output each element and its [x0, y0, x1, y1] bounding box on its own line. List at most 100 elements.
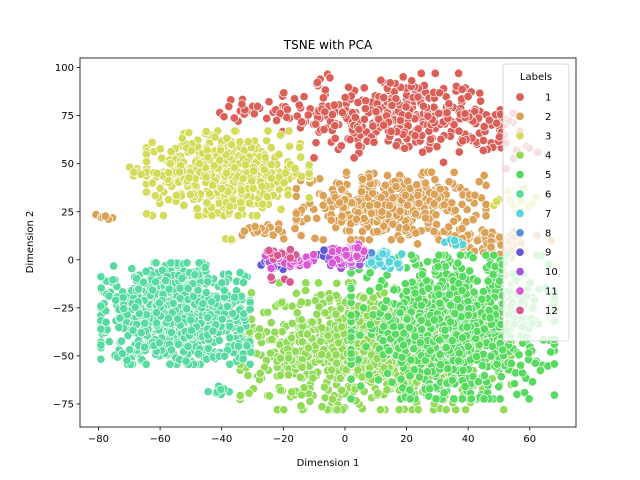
data-point: [291, 208, 301, 218]
data-point: [470, 107, 480, 117]
data-point: [155, 183, 165, 193]
data-point: [312, 213, 322, 223]
data-point: [436, 134, 446, 144]
data-point: [364, 201, 375, 211]
data-point: [444, 177, 454, 187]
data-point: [468, 253, 478, 263]
data-point: [215, 145, 226, 155]
data-point: [356, 381, 366, 391]
data-point: [376, 192, 386, 203]
data-point: [331, 350, 341, 360]
data-point: [266, 143, 276, 153]
data-point: [279, 234, 289, 244]
data-point: [317, 323, 327, 333]
legend-marker: [515, 305, 525, 315]
data-point: [227, 140, 237, 150]
x-tick-label: 0: [342, 434, 348, 445]
legend-label: 11: [545, 287, 558, 298]
data-point: [296, 231, 306, 241]
data-point: [429, 226, 439, 236]
data-point: [125, 345, 135, 355]
data-point: [407, 76, 417, 86]
data-point: [382, 296, 392, 306]
data-point: [309, 204, 319, 214]
data-point: [409, 344, 419, 354]
data-point: [512, 389, 522, 399]
data-point: [302, 214, 312, 224]
data-point: [287, 387, 297, 397]
data-point: [546, 347, 556, 357]
data-point: [318, 191, 328, 201]
data-point: [151, 277, 161, 287]
data-point: [479, 394, 489, 404]
data-point: [186, 146, 196, 156]
data-point: [259, 165, 269, 175]
data-point: [276, 204, 286, 214]
data-point: [470, 190, 480, 200]
data-point: [297, 117, 307, 127]
data-point: [238, 354, 248, 364]
data-point: [337, 107, 348, 118]
data-point: [166, 345, 177, 355]
data-point: [447, 375, 457, 385]
data-point: [179, 200, 189, 210]
data-point: [276, 385, 286, 395]
data-point: [316, 290, 326, 300]
data-point: [496, 372, 506, 382]
data-point: [203, 152, 213, 162]
data-point: [296, 315, 306, 325]
data-point: [388, 193, 398, 203]
data-point: [412, 180, 422, 190]
data-point: [222, 168, 232, 178]
data-point: [477, 294, 487, 304]
data-point: [441, 405, 451, 415]
data-point: [163, 313, 173, 323]
data-point: [220, 351, 230, 361]
data-point: [303, 110, 313, 120]
data-point: [430, 174, 440, 185]
data-point: [326, 215, 336, 225]
data-point: [457, 333, 468, 343]
x-axis-label: Dimension 1: [297, 458, 360, 469]
data-point: [478, 145, 488, 155]
data-point: [368, 188, 378, 198]
data-point: [299, 92, 309, 102]
data-point: [454, 356, 464, 366]
data-point: [436, 360, 446, 370]
data-point: [369, 137, 379, 147]
data-point: [379, 321, 389, 331]
data-point: [257, 181, 267, 191]
data-point: [216, 384, 226, 395]
data-point: [391, 182, 401, 192]
data-point: [398, 72, 408, 82]
data-point: [454, 147, 464, 157]
legend-label: 7: [545, 209, 551, 220]
x-tick-label: −40: [211, 434, 232, 445]
data-point: [416, 315, 426, 325]
data-point: [389, 322, 399, 332]
data-point: [291, 184, 301, 194]
data-point: [400, 190, 411, 200]
data-point: [268, 230, 278, 240]
data-point: [235, 391, 245, 401]
data-point: [449, 120, 459, 130]
series-6-points: [96, 258, 256, 399]
data-point: [201, 172, 211, 182]
data-point: [186, 325, 196, 335]
data-point: [183, 283, 193, 293]
data-point: [330, 121, 340, 131]
data-point: [312, 77, 322, 87]
x-tick-label: −60: [150, 434, 171, 445]
legend-label: 12: [545, 306, 558, 317]
data-point: [183, 341, 193, 352]
data-point: [396, 235, 406, 245]
data-point: [236, 198, 246, 208]
data-point: [297, 362, 307, 372]
data-point: [296, 401, 306, 411]
data-point: [141, 187, 152, 197]
data-point: [481, 199, 491, 210]
data-point: [453, 258, 463, 268]
legend-label: 5: [545, 170, 551, 181]
data-point: [461, 405, 471, 415]
